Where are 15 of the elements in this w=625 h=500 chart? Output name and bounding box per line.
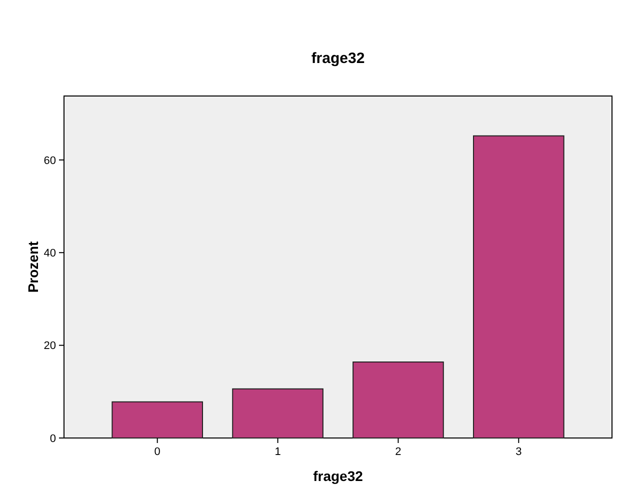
bar [112,401,204,438]
y-tick-label: 60 [44,154,56,167]
x-tick-label: 1 [274,446,281,458]
x-tick-label: 2 [395,446,402,458]
y-axis-title: Prozent [25,240,41,293]
bar [232,388,324,438]
y-tick-label: 20 [44,340,56,352]
bar [352,362,444,438]
bar [472,135,564,438]
x-axis-title: frage32 [313,468,364,484]
y-tick-label: 0 [50,432,56,445]
chart-title: frage32 [311,50,365,67]
y-tick-label: 40 [44,247,56,260]
x-tick-label: 0 [154,446,160,458]
x-tick-label: 3 [516,446,522,458]
